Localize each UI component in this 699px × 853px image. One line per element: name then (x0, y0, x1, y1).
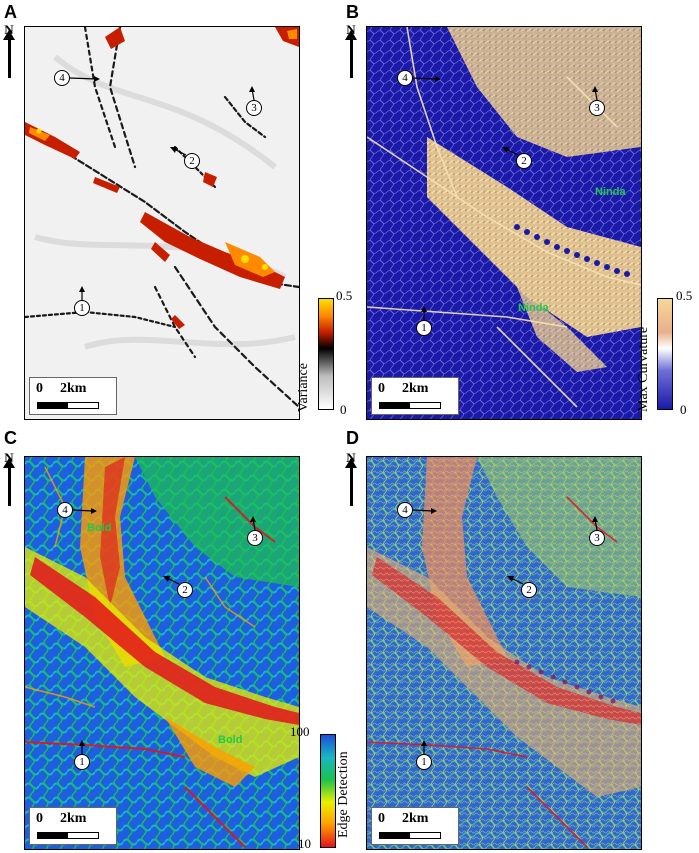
north-arrow: N (344, 22, 358, 78)
north-label: N (4, 22, 14, 37)
colorbar-edge-detection (320, 734, 336, 848)
north-label: N (4, 450, 14, 465)
map-edge-detection: 0 2km (24, 456, 300, 850)
colorbar-variance (318, 298, 334, 410)
scale-bar-b: 0 2km (371, 377, 459, 415)
annotation-b1: Ninda (595, 186, 626, 198)
scale-bar-c: 0 2km (29, 807, 117, 845)
scale-zero: 0 (36, 381, 43, 396)
scale-bar-d: 0 2km (371, 807, 459, 845)
colorbar-curvature-label: Max Curvature (636, 326, 651, 412)
panel-letter-b: B (346, 2, 359, 22)
scale-distance: 2km (60, 381, 87, 396)
panel-letter-c: C (4, 428, 17, 448)
north-label: N (346, 22, 356, 37)
scale-zero: 0 (378, 811, 385, 826)
scale-distance: 2km (402, 811, 429, 826)
colorbar-max-curvature (657, 298, 673, 410)
scale-zero: 0 (36, 811, 43, 826)
panel-letter-d: D (346, 428, 359, 448)
colorbar-variance-label: Variance (296, 363, 311, 412)
annotation-b2: Ninda (518, 302, 549, 314)
north-arrow: N (2, 450, 16, 506)
annotation-c2: Bold (218, 734, 243, 746)
colorbar-variance-max: 0.5 (336, 288, 353, 303)
colorbar-edge-min: 10 (298, 836, 311, 851)
scale-zero: 0 (378, 381, 385, 396)
colorbar-variance-min: 0 (340, 402, 347, 417)
north-arrow: N (2, 22, 16, 78)
colorbar-edge-max: 100 (290, 724, 310, 739)
panel-letter-a: A (4, 2, 17, 22)
scale-distance: 2km (402, 381, 429, 396)
north-arrow: N (344, 450, 358, 506)
colorbar-curvature-max: 0.5 (676, 288, 693, 303)
scale-distance: 2km (60, 811, 87, 826)
colorbar-edge-label: Edge Detection (336, 751, 351, 838)
north-label: N (346, 450, 356, 465)
colorbar-curvature-min: 0 (680, 402, 687, 417)
annotation-c1: Bold (87, 522, 112, 534)
scale-bar-a: 0 2km (29, 377, 117, 415)
